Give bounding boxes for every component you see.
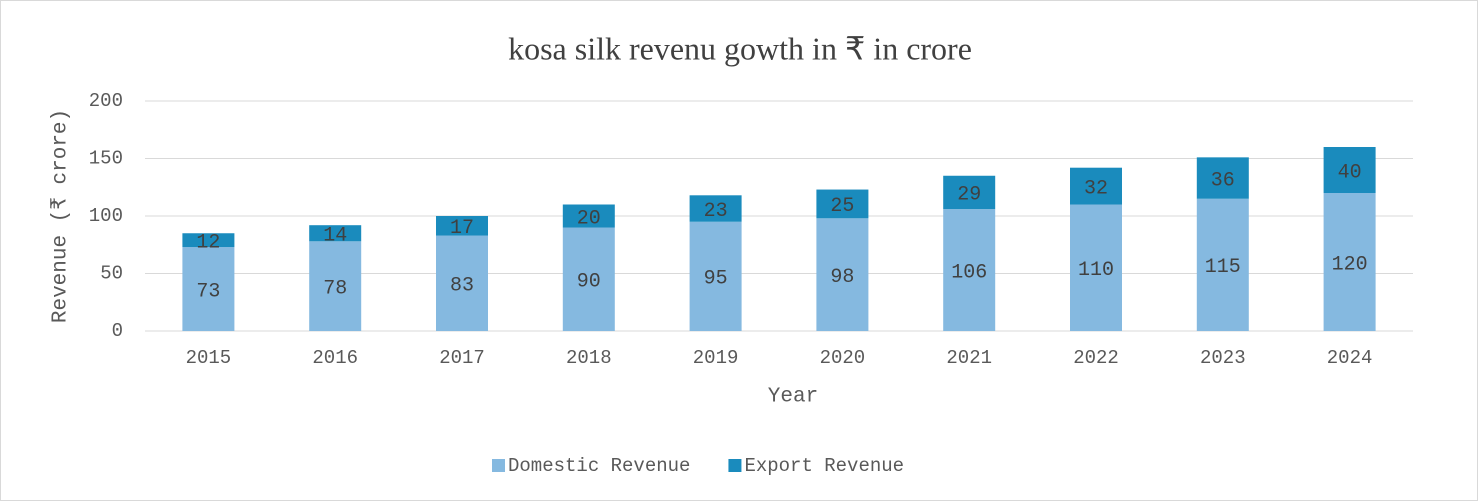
bar-segment	[816, 189, 869, 219]
data-label: 12	[196, 231, 220, 254]
data-label: 14	[323, 225, 347, 248]
data-label: 20	[577, 207, 601, 230]
data-label: 95	[704, 268, 728, 291]
bar-segment	[689, 221, 742, 331]
bar-segment	[689, 195, 742, 222]
data-label: 73	[196, 280, 220, 303]
x-tick-label: 2016	[312, 347, 358, 369]
legend-swatch	[492, 459, 505, 472]
data-label: 17	[450, 217, 474, 240]
data-label: 78	[323, 277, 347, 300]
x-tick-label: 2018	[566, 347, 612, 369]
legend-swatch	[728, 459, 742, 472]
data-label: 90	[577, 271, 601, 294]
data-label: 98	[830, 266, 854, 289]
chart-title: kosa silk revenu gowth in ₹ in crore	[508, 30, 972, 66]
x-tick-label: 2023	[1200, 347, 1246, 369]
data-label: 32	[1084, 177, 1108, 200]
bar-segment	[562, 204, 615, 228]
legend-label: Export Revenue	[744, 455, 904, 477]
bar-segment	[309, 225, 362, 242]
data-label: 106	[951, 261, 987, 284]
bar-segment	[182, 233, 235, 248]
data-label: 83	[450, 275, 474, 298]
data-label: 29	[957, 184, 981, 207]
y-tick-label: 150	[89, 148, 123, 170]
data-label: 25	[830, 195, 854, 218]
bar-segment	[943, 175, 996, 210]
y-tick-label: 50	[100, 263, 123, 285]
x-tick-label: 2022	[1073, 347, 1119, 369]
y-tick-label: 200	[89, 90, 123, 112]
bar-segment	[309, 241, 362, 331]
data-label: 40	[1338, 161, 1362, 184]
y-tick-label: 0	[112, 320, 123, 342]
x-tick-label: 2015	[186, 347, 232, 369]
x-tick-label: 2020	[820, 347, 866, 369]
x-tick-label: 2024	[1327, 347, 1373, 369]
bar-segment	[1323, 147, 1376, 193]
bar-segment	[943, 209, 996, 331]
bar-segment	[1323, 193, 1376, 331]
y-axis-label: Revenue (₹ crore)	[50, 109, 73, 323]
data-label: 120	[1332, 253, 1368, 276]
bar-segment	[816, 218, 869, 331]
data-label: 36	[1211, 169, 1235, 192]
bar-segment	[436, 235, 488, 331]
x-tick-label: 2019	[693, 347, 739, 369]
x-axis-label: Year	[768, 386, 818, 409]
bar-segment	[436, 216, 488, 236]
y-tick-label: 100	[89, 205, 123, 227]
bar-segment	[1196, 157, 1249, 199]
bar-segment	[562, 227, 615, 331]
legend-label: Domestic Revenue	[508, 455, 690, 477]
data-label: 115	[1205, 256, 1241, 279]
x-tick-label: 2021	[946, 347, 992, 369]
data-label: 110	[1078, 259, 1114, 282]
bar-segment	[1196, 198, 1249, 331]
bar-segment	[1070, 204, 1122, 331]
bar-segment	[182, 247, 235, 331]
x-tick-label: 2017	[439, 347, 485, 369]
bar-segment	[1070, 167, 1122, 205]
data-label: 23	[704, 200, 728, 223]
